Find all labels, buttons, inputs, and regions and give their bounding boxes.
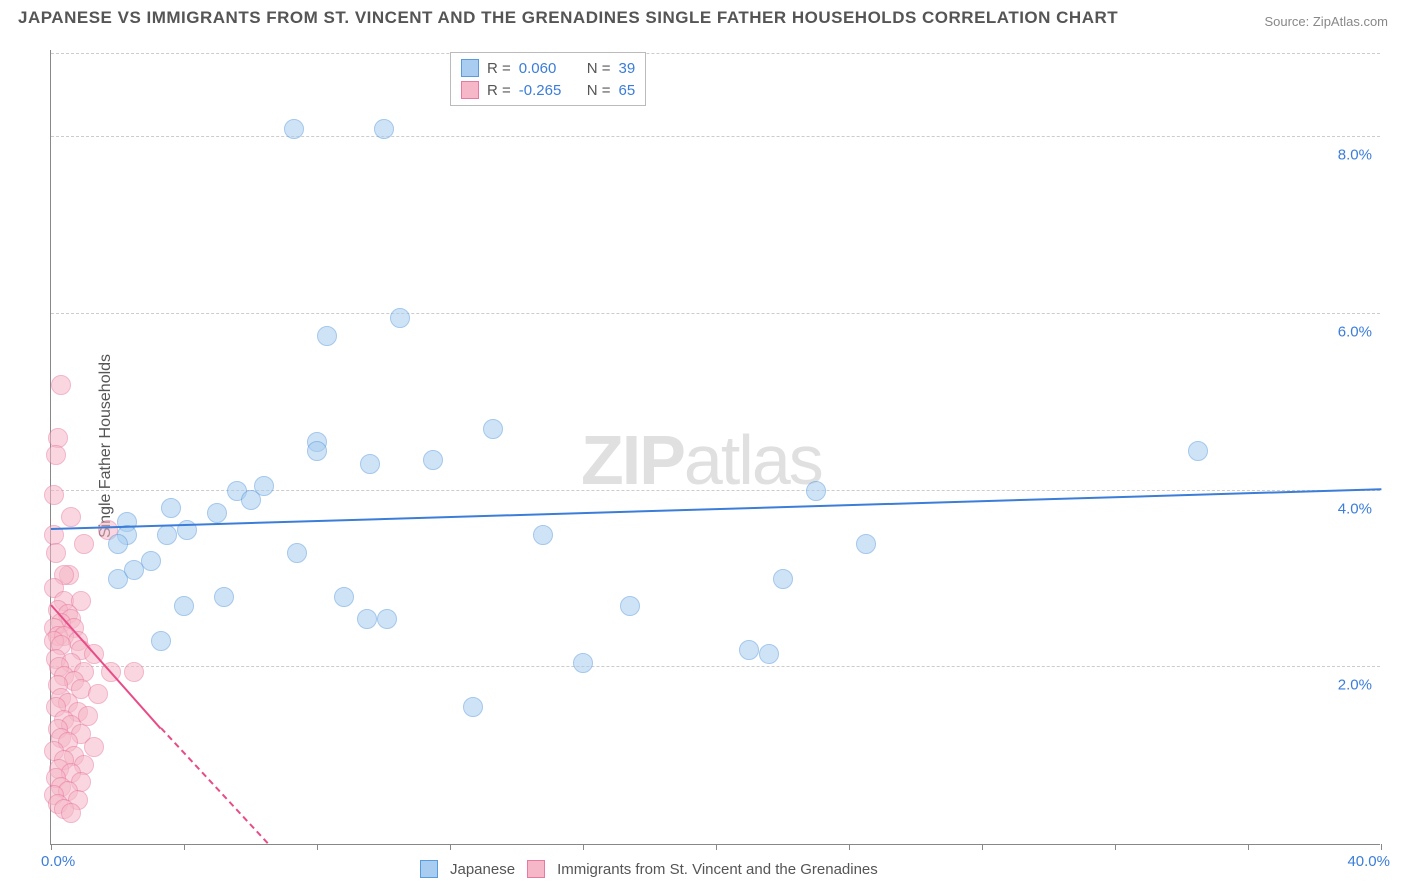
y-tick-label: 6.0% (1338, 324, 1372, 341)
data-point (374, 119, 394, 139)
x-tick (583, 844, 584, 850)
data-point (214, 587, 234, 607)
legend-swatch (461, 59, 479, 77)
x-axis-min-label: 0.0% (41, 853, 75, 870)
legend-series-label: Japanese (450, 861, 515, 878)
data-point (759, 644, 779, 664)
data-point (284, 119, 304, 139)
y-tick-label: 2.0% (1338, 677, 1372, 694)
data-point (357, 609, 377, 629)
data-point (61, 803, 81, 823)
plot-area: ZIPatlas 0.0% 40.0% 2.0%4.0%6.0%8.0% (50, 50, 1380, 845)
data-point (287, 543, 307, 563)
legend-n-value: 39 (619, 60, 636, 77)
x-axis-max-label: 40.0% (1347, 853, 1390, 870)
data-point (317, 326, 337, 346)
x-tick (317, 844, 318, 850)
x-tick (184, 844, 185, 850)
legend-r-label: R = (487, 82, 511, 99)
data-point (46, 445, 66, 465)
data-point (806, 481, 826, 501)
correlation-legend: R = 0.060 N = 39 R = -0.265 N = 65 (450, 52, 646, 106)
chart-container: JAPANESE VS IMMIGRANTS FROM ST. VINCENT … (0, 0, 1406, 892)
legend-series-label: Immigrants from St. Vincent and the Gren… (557, 861, 878, 878)
legend-n-label: N = (587, 60, 611, 77)
data-point (856, 534, 876, 554)
data-point (174, 596, 194, 616)
data-point (207, 503, 227, 523)
legend-r-label: R = (487, 60, 511, 77)
data-point (46, 543, 66, 563)
x-tick (51, 844, 52, 850)
y-tick-label: 4.0% (1338, 500, 1372, 517)
data-point (51, 375, 71, 395)
x-tick (982, 844, 983, 850)
data-point (620, 596, 640, 616)
data-point (334, 587, 354, 607)
gridline (51, 136, 1380, 137)
legend-n-value: 65 (619, 82, 636, 99)
trend-line (160, 727, 268, 843)
data-point (463, 697, 483, 717)
gridline (51, 313, 1380, 314)
data-point (533, 525, 553, 545)
data-point (377, 609, 397, 629)
x-tick (1248, 844, 1249, 850)
data-point (84, 737, 104, 757)
x-tick (1115, 844, 1116, 850)
data-point (390, 308, 410, 328)
source-label: Source: ZipAtlas.com (1264, 14, 1388, 29)
data-point (1188, 441, 1208, 461)
legend-swatch (420, 860, 438, 878)
data-point (61, 507, 81, 527)
data-point (88, 684, 108, 704)
y-tick-label: 8.0% (1338, 147, 1372, 164)
data-point (151, 631, 171, 651)
x-tick (716, 844, 717, 850)
data-point (161, 498, 181, 518)
data-point (141, 551, 161, 571)
series-legend: Japanese Immigrants from St. Vincent and … (420, 860, 878, 878)
legend-r-value: -0.265 (519, 82, 579, 99)
chart-title: JAPANESE VS IMMIGRANTS FROM ST. VINCENT … (18, 8, 1118, 28)
watermark: ZIPatlas (581, 420, 822, 500)
data-point (739, 640, 759, 660)
data-point (360, 454, 380, 474)
data-point (157, 525, 177, 545)
x-tick (450, 844, 451, 850)
legend-swatch (461, 81, 479, 99)
data-point (108, 534, 128, 554)
gridline (51, 666, 1380, 667)
data-point (44, 485, 64, 505)
legend-row: R = -0.265 N = 65 (461, 79, 635, 101)
data-point (74, 534, 94, 554)
legend-row: R = 0.060 N = 39 (461, 57, 635, 79)
x-tick (1381, 844, 1382, 850)
data-point (483, 419, 503, 439)
legend-swatch (527, 860, 545, 878)
legend-r-value: 0.060 (519, 60, 579, 77)
x-tick (849, 844, 850, 850)
data-point (423, 450, 443, 470)
data-point (124, 662, 144, 682)
data-point (573, 653, 593, 673)
data-point (241, 490, 261, 510)
data-point (773, 569, 793, 589)
data-point (307, 441, 327, 461)
legend-n-label: N = (587, 82, 611, 99)
